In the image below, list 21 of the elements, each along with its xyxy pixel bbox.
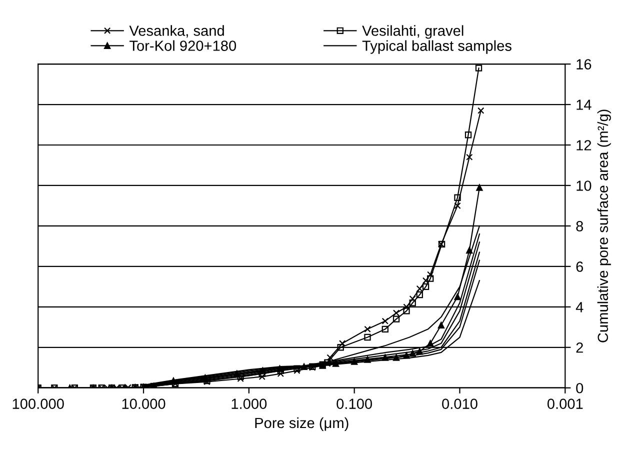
legend-label: Vesanka, sand — [129, 25, 224, 38]
x-tick-label: 0.010 — [442, 398, 478, 409]
y-tick-label: 16 — [576, 59, 592, 70]
x-axis-title: Pore size (μm) — [255, 417, 348, 432]
y-tick-label: 14 — [576, 100, 592, 110]
x-tick-label: 0.001 — [547, 398, 583, 409]
y-tick-label: 0 — [576, 382, 584, 394]
y-tick-label: 12 — [576, 140, 592, 150]
legend-label: Typical ballast samples — [362, 40, 512, 54]
y-tick-label: 10 — [576, 180, 592, 191]
x-tick-label: 100.000 — [12, 398, 64, 409]
legend-label: Tor-Kol 920+180 — [130, 40, 236, 51]
y-tick-label: 8 — [576, 221, 584, 232]
x-tick-label: 1.000 — [232, 398, 267, 409]
x-tick-label: 0.100 — [336, 398, 372, 409]
y-axis-title: Cumulative pore surface area (m²/g) — [597, 110, 611, 342]
x-tick-label: 10.000 — [122, 398, 166, 409]
y-tick-label: 2 — [576, 342, 583, 353]
legend-label: Vesilahti, gravel — [362, 25, 464, 39]
y-tick-label: 6 — [576, 262, 584, 272]
y-tick-label: 4 — [576, 302, 584, 312]
